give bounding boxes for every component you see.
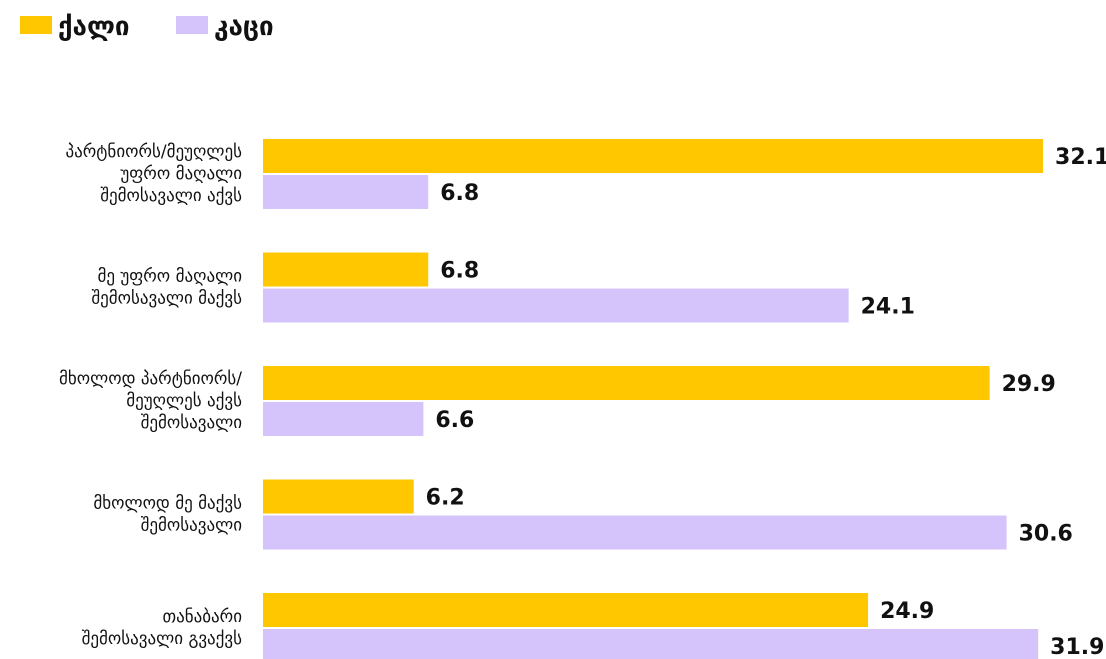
category-label-line: უფრო მაღალი bbox=[120, 164, 242, 184]
bar-4-1 bbox=[263, 629, 1039, 659]
category-label-line: შემოსავალი bbox=[141, 516, 242, 536]
bar-0-1 bbox=[263, 175, 429, 209]
legend: ქალი კაცი bbox=[20, 12, 274, 42]
value-label-0-1: 6.8 bbox=[440, 181, 479, 206]
value-label-2-1: 6.6 bbox=[435, 408, 474, 433]
category-label-0: პარტნიორს/მეუღლეს უფრო მაღალი შემოსავალი ა… bbox=[66, 142, 243, 206]
bar-0-0 bbox=[263, 139, 1044, 173]
value-label-1-0: 6.8 bbox=[440, 259, 479, 284]
value-label-0-0: 32.1 bbox=[1055, 145, 1106, 170]
value-label-3-1: 30.6 bbox=[1019, 522, 1073, 547]
category-label-line: მხოლოდ მე მაქვს bbox=[93, 494, 242, 514]
value-label-4-1: 31.9 bbox=[1050, 635, 1104, 659]
category-label-line: შემოსავალი გვაქვს bbox=[82, 629, 242, 649]
bar-2-0 bbox=[263, 366, 990, 400]
value-label-2-0: 29.9 bbox=[1002, 372, 1056, 397]
bar-1-0 bbox=[263, 252, 429, 287]
value-label-1-1: 24.1 bbox=[861, 295, 915, 320]
category-label-line: შემოსავალი bbox=[141, 413, 242, 433]
legend-swatch-1 bbox=[176, 16, 208, 34]
category-label-line: მეუღლეს აქვს bbox=[126, 391, 242, 411]
value-label-4-0: 24.9 bbox=[880, 599, 934, 624]
bar-1-1 bbox=[263, 288, 849, 323]
legend-swatch-0 bbox=[20, 16, 52, 34]
bars bbox=[263, 139, 1044, 659]
category-label-1: მე უფრო მაღალი შემოსავალი მაქვს bbox=[91, 267, 242, 309]
value-label-3-0: 6.2 bbox=[426, 486, 465, 511]
category-label-line: პარტნიორს/მეუღლეს bbox=[66, 142, 243, 162]
category-labels: პარტნიორს/მეუღლეს უფრო მაღალი შემოსავალი ა… bbox=[59, 142, 242, 649]
bar-2-1 bbox=[263, 402, 424, 436]
value-labels: 32.1 6.8 6.8 24.1 29.9 6.6 6.2 30.6 24.9 31.9 bbox=[426, 145, 1106, 659]
category-label-line: მე უფრო მაღალი bbox=[97, 267, 242, 287]
category-label-line: თანაბარი bbox=[162, 607, 242, 627]
legend-label-1: კაცი bbox=[214, 12, 274, 42]
category-label-2: მხოლოდ პარტნიორს/მეუღლეს აქვს შემოსავალი bbox=[59, 369, 242, 433]
bar-3-1 bbox=[263, 515, 1007, 550]
bar-4-0 bbox=[263, 593, 869, 627]
bar-3-0 bbox=[263, 479, 414, 514]
legend-label-0: ქალი bbox=[58, 12, 130, 42]
category-label-line: შემოსავალი მაქვს bbox=[91, 289, 242, 309]
category-label-line: შემოსავალი აქვს bbox=[100, 186, 242, 206]
category-label-4: თანაბარი შემოსავალი გვაქვს bbox=[82, 607, 242, 649]
category-label-3: მხოლოდ მე მაქვს შემოსავალი bbox=[93, 494, 242, 536]
category-label-line: მხოლოდ პარტნიორს/ bbox=[59, 369, 242, 389]
